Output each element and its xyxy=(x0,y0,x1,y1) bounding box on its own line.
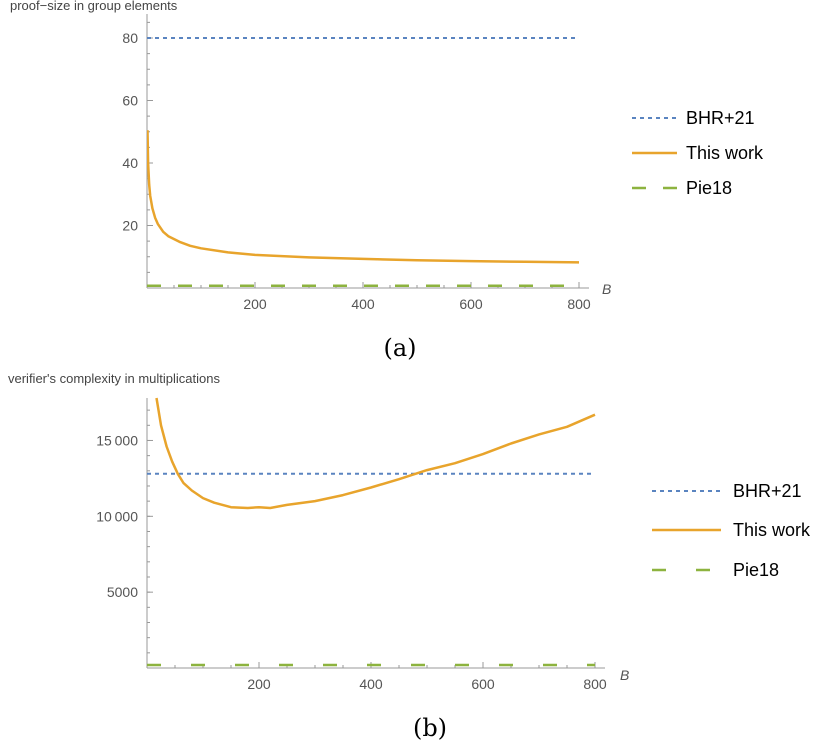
panel-b-series-this-work xyxy=(155,397,596,510)
panel-a-legend: BHR+21 This work Pie18 xyxy=(632,108,764,198)
panel-a-legend-item-this-work: This work xyxy=(632,143,764,163)
panel-b-y-tick-label: 15 000 xyxy=(96,432,138,448)
panel-a-plot-area: 20 40 60 80 200 400 600 800 xyxy=(122,14,591,312)
panel-b-y-tick-label: 10 000 xyxy=(96,508,138,524)
panel-a-legend-item-pie18: Pie18 xyxy=(632,178,732,198)
panel-b-legend: BHR+21 This work Pie18 xyxy=(652,481,811,580)
panel-a-x-tick-label: 600 xyxy=(459,296,483,312)
panel-b-legend-item-bhr21: BHR+21 xyxy=(652,481,802,501)
panel-b-caption: (b) xyxy=(413,714,447,742)
panel-b-x-tick-label: 600 xyxy=(471,676,495,692)
panel-b-y-tick-label: 5000 xyxy=(107,584,138,600)
legend-label-this-work: This work xyxy=(686,143,764,163)
panel-b-ylabel: verifier's complexity in multiplications xyxy=(8,371,220,386)
panel-a-ylabel: proof−size in group elements xyxy=(10,0,178,13)
panel-a-y-tick-label: 40 xyxy=(122,155,138,171)
panel-a-xlabel: B xyxy=(602,281,611,297)
panel-b-plot-area: 5000 10 000 15 000 200 400 600 800 xyxy=(96,397,607,692)
panel-b-legend-item-this-work: This work xyxy=(652,520,811,540)
panel-b-x-tick-label: 800 xyxy=(583,676,607,692)
panel-a-x-tick-label: 200 xyxy=(243,296,267,312)
panel-a-caption: (a) xyxy=(383,334,416,362)
panel-a-x-tick-label: 400 xyxy=(351,296,375,312)
panel-b-xlabel: B xyxy=(620,667,629,683)
legend-label-bhr21: BHR+21 xyxy=(733,481,802,501)
legend-label-pie18: Pie18 xyxy=(733,560,779,580)
legend-label-pie18: Pie18 xyxy=(686,178,732,198)
legend-label-bhr21: BHR+21 xyxy=(686,108,755,128)
panel-a-x-tick-label: 800 xyxy=(567,296,591,312)
panel-b-x-tick-label: 400 xyxy=(359,676,383,692)
panel-a-y-tick-label: 60 xyxy=(122,93,138,109)
legend-label-this-work: This work xyxy=(733,520,811,540)
panel-b-x-tick-label: 200 xyxy=(247,676,271,692)
panel-b-legend-item-pie18: Pie18 xyxy=(652,560,779,580)
panel-a-y-tick-label: 80 xyxy=(122,30,138,46)
panel-b-chart: verifier's complexity in multiplications… xyxy=(8,371,811,742)
panel-a-legend-item-bhr21: BHR+21 xyxy=(632,108,755,128)
panel-a-series-this-work xyxy=(147,130,580,264)
panel-a-chart: proof−size in group elements 20 40 60 80 200… xyxy=(10,0,764,362)
panel-a-y-tick-label: 20 xyxy=(122,218,138,234)
